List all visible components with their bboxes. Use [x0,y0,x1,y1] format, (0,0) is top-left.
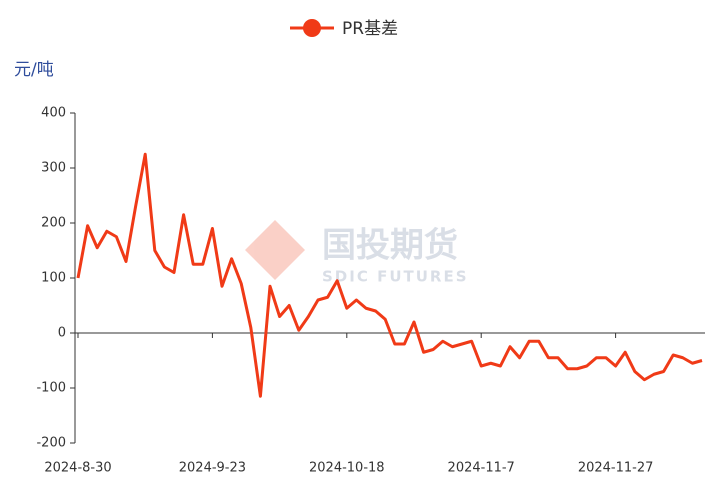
y-tick-label: -200 [36,436,66,451]
legend-label: PR基差 [342,19,398,39]
x-tick-label: 2024-10-18 [309,461,385,476]
watermark-logo [245,220,305,280]
x-tick-label: 2024-8-30 [44,461,111,476]
watermark-sub: SDIC FUTURES [322,268,469,286]
x-tick-label: 2024-9-23 [179,461,246,476]
legend-marker [303,19,321,37]
x-tick-label: 2024-11-27 [578,461,654,476]
watermark-name: 国投期货 [322,226,458,266]
y-tick-label: 400 [41,106,66,121]
y-tick-label: 300 [41,161,66,176]
x-tick-label: 2024-11-7 [448,461,515,476]
y-tick-label: -100 [36,381,66,396]
y-tick-label: 200 [41,216,66,231]
y-tick-label: 0 [58,326,66,341]
y-tick-label: 100 [41,271,66,286]
series-line [76,152,703,398]
watermark: 国投期货 SDIC FUTURES [245,220,469,286]
y-unit: 元/吨 [14,60,54,80]
